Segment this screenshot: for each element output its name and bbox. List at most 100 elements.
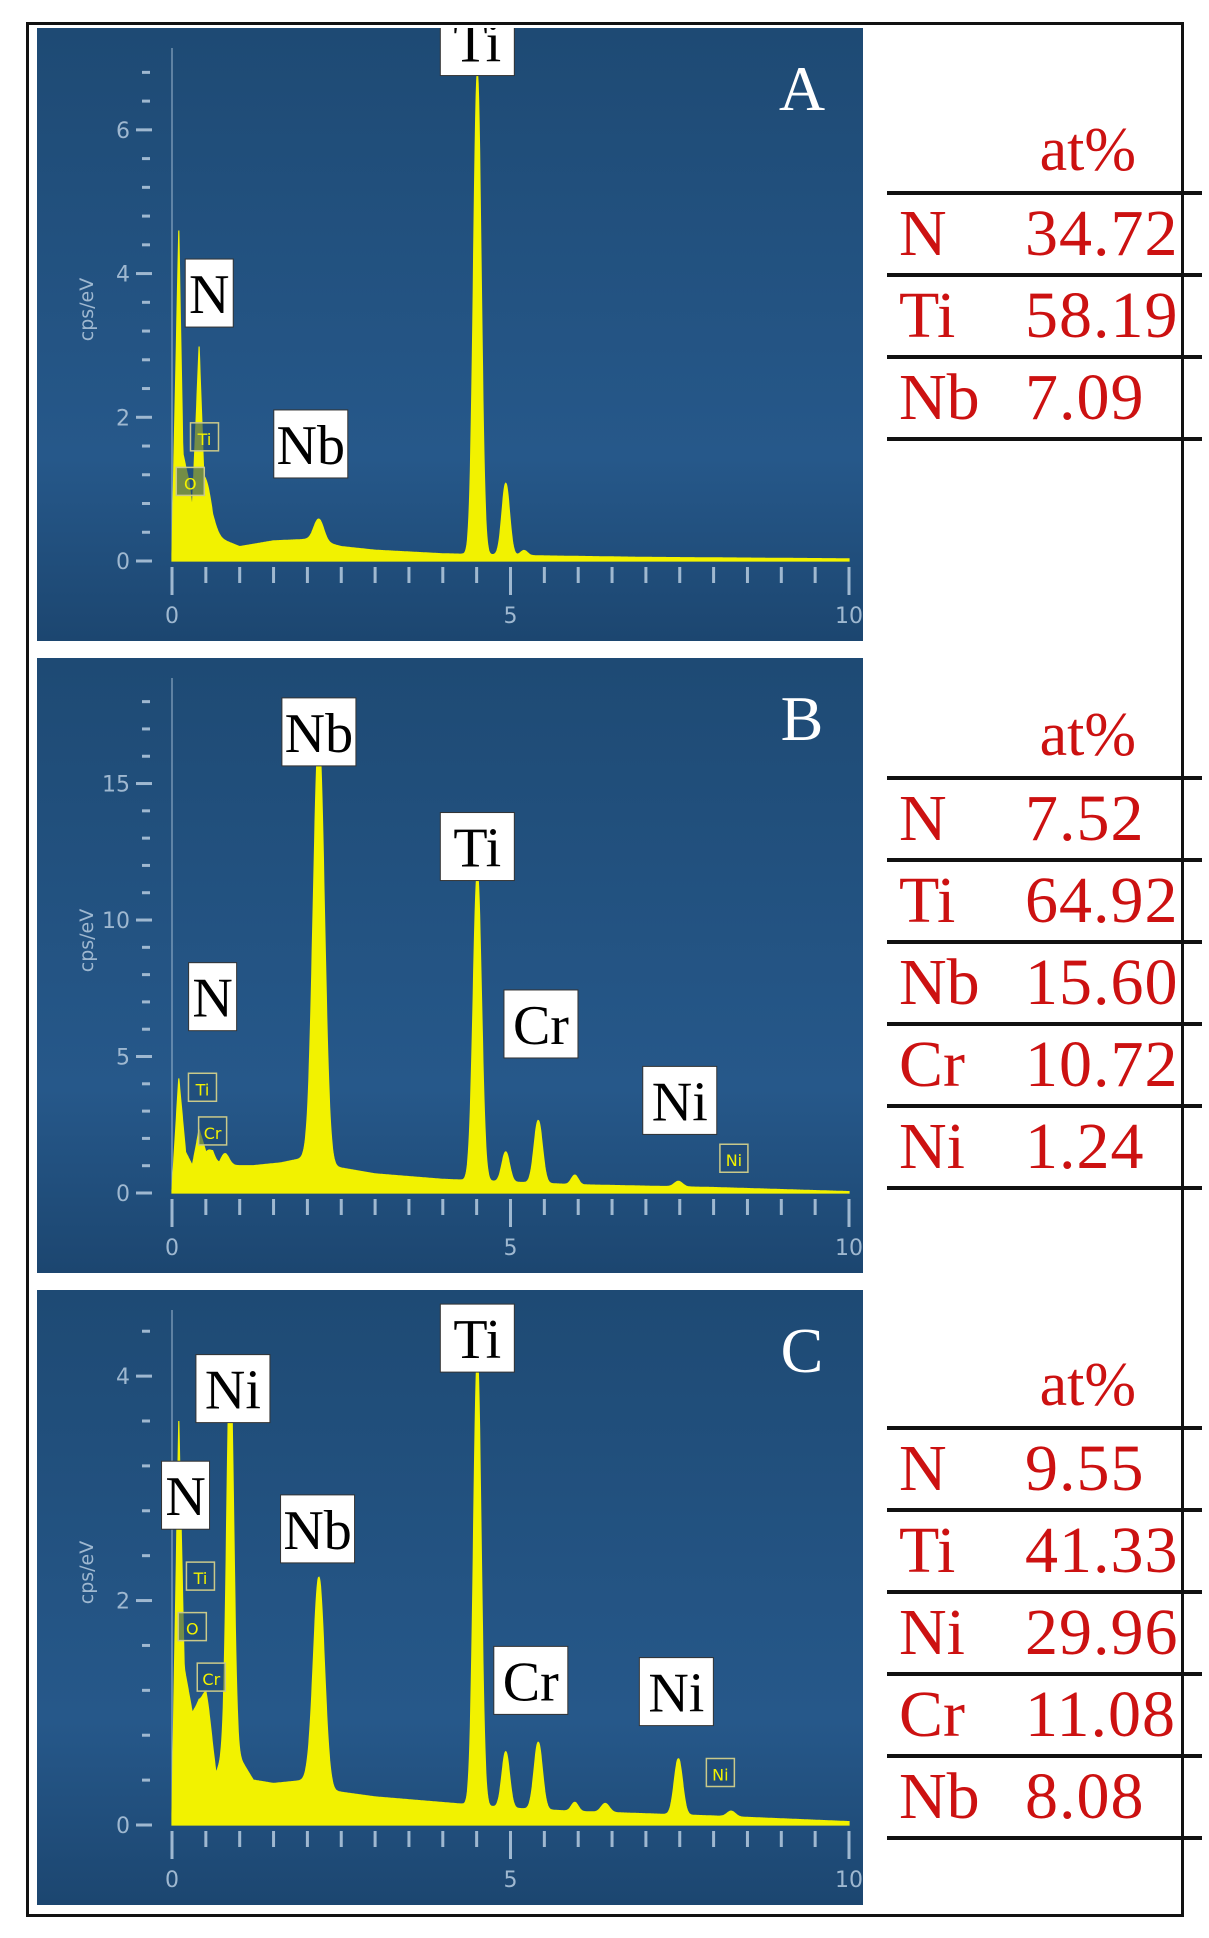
x-tick-label: 0 (165, 604, 179, 629)
element-name: Ni (899, 1596, 965, 1669)
element-marker: O (175, 466, 206, 497)
element-label-text: N (192, 968, 232, 1030)
x-tick-label: 10 (835, 604, 863, 629)
element-label: N (184, 258, 234, 328)
element-label: Nb (280, 1494, 356, 1564)
element-label-text: Nb (285, 703, 353, 765)
table-row: N 34.72 (887, 191, 1202, 273)
y-axis-label: cps/eV (76, 909, 98, 973)
element-name: N (899, 197, 947, 270)
element-label-text: Ti (453, 28, 501, 75)
table-header: at% (1039, 1351, 1136, 1419)
x-tick-label: 10 (835, 1236, 863, 1261)
element-marker-text: O (186, 1620, 199, 1639)
element-label: Ti (439, 1303, 515, 1373)
element-value: 7.52 (1025, 782, 1145, 855)
y-tick-label: 15 (102, 773, 130, 798)
element-name: N (899, 782, 947, 855)
element-label: Ti (439, 28, 515, 77)
element-marker: Ni (719, 1143, 749, 1173)
element-label: Ni (642, 1065, 718, 1135)
element-marker-text: Cr (202, 1670, 220, 1689)
x-tick-label: 5 (504, 1868, 518, 1893)
element-label-text: Cr (513, 995, 569, 1057)
y-tick-label: 4 (116, 1365, 130, 1390)
table-row: N 7.52 (887, 776, 1202, 858)
y-tick-label: 6 (116, 119, 130, 144)
element-label-text: Ni (652, 1071, 708, 1133)
chart-background (37, 28, 863, 641)
element-value: 10.72 (1025, 1028, 1179, 1101)
panel-c: 0 2 4 cps/eV 0 5 10 Ti O Cr Ni Ti Ni N Nb Cr Ni C (37, 1290, 863, 1905)
element-marker-text: Ni (726, 1151, 742, 1170)
element-label-text: Ni (648, 1663, 704, 1725)
element-value: 64.92 (1025, 864, 1179, 937)
element-value: 1.24 (1025, 1110, 1145, 1183)
table-rule (887, 1836, 1202, 1840)
table-row: Ti 41.33 (887, 1508, 1202, 1590)
element-name: Ti (899, 279, 956, 352)
element-marker: Ti (185, 1561, 216, 1591)
element-label-text: Ni (205, 1360, 261, 1422)
table-row: Ni 29.96 (887, 1590, 1202, 1672)
element-label-text: N (189, 264, 229, 326)
element-value: 9.55 (1025, 1432, 1145, 1505)
spectrum-chart-a: 0 2 4 6 cps/eV 0 5 10 Ti O Ti N Nb A (37, 28, 863, 641)
element-name: Cr (899, 1028, 965, 1101)
panel-letter: A (779, 53, 825, 124)
element-label-text: N (165, 1466, 205, 1528)
element-marker-text: Ti (193, 1569, 208, 1588)
table-header: at% (1039, 701, 1136, 769)
table-row: Nb 15.60 (887, 940, 1202, 1022)
x-tick-label: 0 (165, 1868, 179, 1893)
element-name: Ti (899, 1514, 956, 1587)
element-label-text: Nb (283, 1500, 351, 1562)
element-marker-text: O (184, 474, 197, 493)
element-label: Ni (195, 1354, 271, 1424)
element-label-text: Nb (277, 415, 345, 477)
element-value: 29.96 (1025, 1596, 1179, 1669)
table-rule (887, 437, 1202, 441)
table-rule (887, 1186, 1202, 1190)
element-marker: Cr (196, 1662, 227, 1692)
element-label: Cr (503, 989, 579, 1059)
table-row: Nb 7.09 (887, 355, 1202, 437)
element-marker-text: Cr (204, 1124, 222, 1143)
table-row: Cr 11.08 (887, 1672, 1202, 1754)
table-header: at% (1039, 116, 1136, 184)
y-axis-label: cps/eV (76, 278, 98, 342)
element-label-text: Ti (453, 818, 501, 880)
element-marker: Ti (189, 422, 220, 452)
element-marker: O (177, 1611, 208, 1642)
table-row: Ti 64.92 (887, 858, 1202, 940)
element-label: Cr (493, 1645, 569, 1715)
element-marker-text: Ni (712, 1766, 728, 1785)
element-label: Ni (638, 1657, 714, 1727)
x-tick-label: 5 (504, 604, 518, 629)
y-tick-label: 0 (116, 1814, 130, 1839)
spectrum-chart-b: 0 5 10 15 cps/eV 0 5 10 Ti Cr Ni Nb Ti Cr N Ni B (37, 658, 863, 1273)
element-marker-text: Ti (195, 1080, 210, 1099)
element-name: Ni (899, 1110, 965, 1183)
table-row: Nb 8.08 (887, 1754, 1202, 1836)
element-name: N (899, 1432, 947, 1505)
element-value: 7.09 (1025, 361, 1145, 434)
element-name: Nb (899, 946, 980, 1019)
table-row: Ti 58.19 (887, 273, 1202, 355)
element-label: N (161, 1460, 211, 1530)
table-row: N 9.55 (887, 1426, 1202, 1508)
element-value: 8.08 (1025, 1760, 1145, 1833)
element-value: 15.60 (1025, 946, 1179, 1019)
spectrum-area (171, 732, 850, 1194)
element-value: 34.72 (1025, 197, 1179, 270)
y-tick-label: 5 (116, 1046, 130, 1071)
element-name: Cr (899, 1678, 965, 1751)
panel-b: 0 5 10 15 cps/eV 0 5 10 Ti Cr Ni Nb Ti Cr N Ni B (37, 658, 863, 1273)
element-label: Nb (273, 409, 349, 479)
y-tick-label: 0 (116, 1182, 130, 1207)
element-value: 58.19 (1025, 279, 1179, 352)
y-tick-label: 0 (116, 550, 130, 575)
element-value: 41.33 (1025, 1514, 1179, 1587)
element-name: Nb (899, 361, 980, 434)
